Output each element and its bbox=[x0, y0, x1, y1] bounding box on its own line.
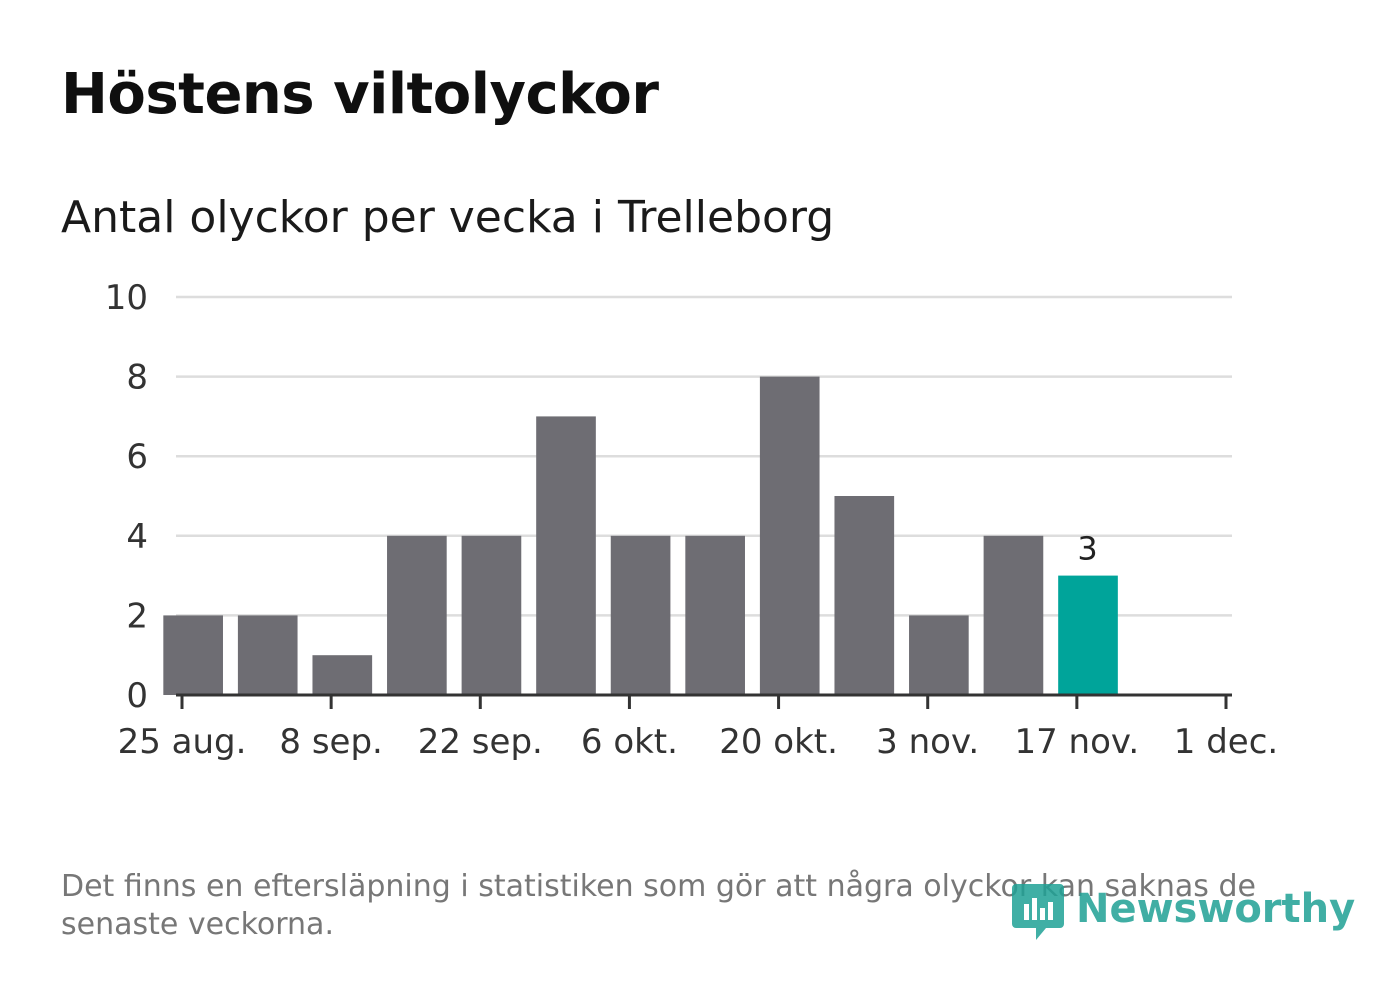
x-tick-label: 22 sep. bbox=[418, 722, 543, 762]
y-tick-label: 6 bbox=[126, 437, 148, 477]
bar-2019-08-26 bbox=[163, 615, 223, 695]
chart-subtitle: Antal olyckor per vecka i Trelleborg bbox=[61, 192, 835, 243]
bar-2019-09-16 bbox=[387, 535, 447, 695]
brand-name: Newsworthy bbox=[1076, 886, 1356, 932]
bar-2019-11-04 bbox=[909, 615, 969, 695]
x-tick-label: 20 okt. bbox=[719, 722, 838, 762]
brand-logo: Newsworthy bbox=[1012, 874, 1355, 944]
x-axis bbox=[176, 693, 1232, 709]
bar-2019-09-09 bbox=[312, 655, 373, 695]
bar-2019-10-21 bbox=[759, 376, 820, 695]
y-tick-label: 4 bbox=[126, 517, 148, 557]
x-tick-label: 6 okt. bbox=[581, 722, 678, 762]
bar-value-label: 3 bbox=[1077, 530, 1097, 568]
chart-title: Höstens viltolyckor bbox=[61, 62, 659, 127]
bar-2019-09-02 bbox=[237, 615, 298, 695]
bars bbox=[163, 376, 1118, 695]
bar-2019-10-14 bbox=[685, 535, 745, 695]
bar-2019-10-28 bbox=[834, 496, 895, 695]
bar-2019-10-07 bbox=[610, 535, 671, 695]
y-tick-label: 10 bbox=[105, 278, 148, 318]
bar-2019-09-30 bbox=[536, 416, 596, 695]
bar-2019-11-11 bbox=[983, 535, 1044, 695]
y-tick-label: 2 bbox=[126, 596, 148, 636]
y-tick-label: 0 bbox=[126, 676, 148, 716]
x-tick-label: 3 nov. bbox=[876, 722, 979, 762]
y-tick-label: 8 bbox=[126, 358, 148, 398]
bar-2019-11-18 bbox=[1058, 575, 1118, 695]
x-tick-label: 25 aug. bbox=[118, 722, 247, 762]
x-tick-label: 17 nov. bbox=[1014, 722, 1139, 762]
labels: 0 2 4 6 8 10 3 25 aug. 8 sep. 22 sep. 6 okt. 20 okt… bbox=[105, 278, 1278, 762]
bar-chart: 0 2 4 6 8 10 3 25 aug. 8 sep. 22 sep. 6 okt. 20 okt… bbox=[105, 278, 1278, 762]
bar-2019-09-23 bbox=[461, 535, 522, 695]
x-tick-label: 8 sep. bbox=[279, 722, 382, 762]
newsworthy-logo-icon bbox=[1012, 884, 1064, 940]
x-tick-label: 1 dec. bbox=[1174, 722, 1278, 762]
